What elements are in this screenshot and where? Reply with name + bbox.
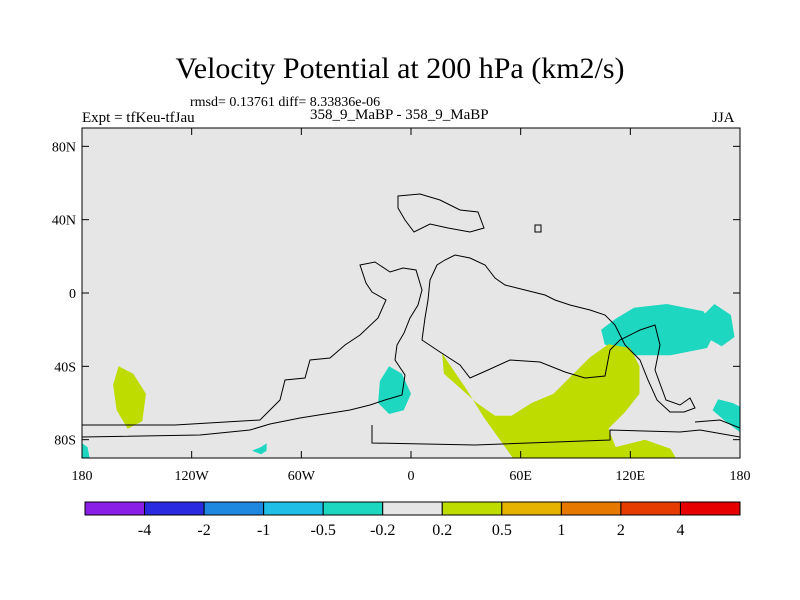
colorbar-label-9: 4 [676,522,684,539]
case-label: 358_9_MaBP - 358_9_MaBP [310,107,489,123]
colorbar-swatch-8 [560,501,622,516]
colorbar-swatch-10 [679,501,741,516]
colorbar-label-4: -0.2 [370,522,395,539]
colorbar-swatch-3 [263,501,324,516]
contour-region-4 [82,443,90,458]
y-tick-label-1: 40N [52,214,76,229]
chart-title: Velocity Potential at 200 hPa (km2/s) [175,52,625,85]
colorbar-swatch-1 [144,501,205,516]
contour-region-0 [601,304,717,356]
contour-region-3 [252,443,267,455]
x-tick-label-3: 0 [408,469,415,484]
y-tick-label-2: 0 [69,287,76,302]
colorbar-swatch-5 [382,501,443,516]
experiment-label: Expt = tfKeu-tfJau [82,110,195,126]
x-tick-label-1: 120W [175,469,210,484]
x-tick-label-6: 180 [730,469,751,484]
contour-region-7 [442,344,676,458]
colorbar-swatch-9 [620,501,681,516]
contour-region-2 [378,366,411,414]
x-tick-label-0: 180 [72,469,93,484]
x-tick-label-4: 60E [509,469,532,484]
x-tick-label-2: 60W [288,469,316,484]
colorbar-swatch-4 [322,501,384,516]
colorbar-label-7: 1 [557,522,565,539]
y-axis-ticks: 80N 40N 0 40S 80S [52,140,740,449]
colorbar-label-8: 2 [617,522,625,539]
y-tick-label-0: 80N [52,140,76,155]
x-axis-ticks: 180 120W 60W 0 60E 120E 180 [72,128,751,484]
stats-label: rmsd= 0.13761 diff= 8.33836e-06 [190,95,381,110]
coastline-fragment [534,224,542,233]
contour-regions [82,304,740,458]
colorbar-label-0: -4 [138,522,151,539]
coastline-eurasia-africa [421,254,696,413]
coastline-islands [397,193,485,233]
coastline-americas [82,261,423,438]
colorbar-label-2: -1 [257,522,270,539]
y-tick-label-4: 80S [54,434,76,449]
coastlines [82,193,740,446]
colorbar-swatch-0 [84,501,146,516]
colorbar-swatch-7 [501,501,562,516]
colorbar-swatch-2 [203,501,265,516]
colorbar-label-1: -2 [197,522,210,539]
y-tick-label-3: 40S [54,360,76,375]
plot-background [82,128,740,458]
x-tick-label-5: 120E [616,469,646,484]
colorbar-label-3: -0.5 [311,522,336,539]
colorbar-label-6: 0.5 [492,522,512,539]
colorbar-label-5: 0.2 [432,522,452,539]
contour-region-5 [712,399,740,433]
contour-region-6 [113,366,146,429]
coastline-southern [371,419,740,446]
colorbar-swatch-6 [441,501,503,516]
season-label: JJA [712,110,735,126]
contour-region-1 [699,304,735,347]
colorbar: -4 -2 -1 -0.5 -0.2 0.2 0.5 1 2 4 [84,501,741,539]
